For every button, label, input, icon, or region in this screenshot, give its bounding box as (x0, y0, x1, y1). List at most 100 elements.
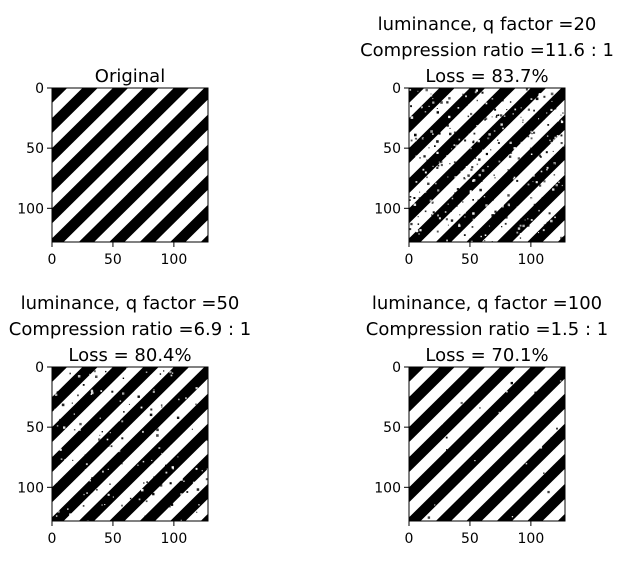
x-tick-label: 100 (161, 531, 188, 547)
noise-speck (523, 116, 526, 119)
noise-speck (561, 213, 563, 216)
noise-speck (492, 147, 494, 150)
noise-speck (522, 224, 525, 228)
noise-speck (543, 180, 546, 183)
noise-speck (517, 157, 520, 160)
noise-speck (162, 374, 164, 376)
noise-speck (559, 380, 562, 382)
noise-speck (554, 159, 557, 162)
noise-speck (473, 132, 476, 135)
noise-speck (445, 218, 448, 221)
noise-speck (457, 182, 460, 186)
noise-speck (430, 130, 433, 133)
noise-speck (72, 459, 74, 461)
noise-speck (523, 95, 526, 98)
noise-speck (202, 484, 205, 487)
noise-speck (84, 504, 87, 507)
noise-speck (95, 375, 98, 378)
noise-speck (528, 232, 531, 235)
noise-speck (112, 496, 114, 498)
noise-speck (151, 461, 154, 464)
noise-speck (542, 151, 544, 154)
noise-speck (206, 468, 208, 470)
noise-speck (530, 203, 532, 205)
noise-speck (480, 235, 482, 238)
stripe-band (409, 88, 565, 242)
stripe-band (0, 88, 6, 242)
noise-speck (90, 389, 94, 392)
noise-speck (460, 146, 462, 149)
noise-speck (445, 112, 448, 115)
noise-speck (484, 240, 486, 242)
noise-speck (472, 140, 475, 142)
noise-speck (137, 392, 139, 395)
noise-speck (449, 380, 452, 383)
noise-speck (79, 387, 82, 390)
noise-speck (409, 228, 412, 231)
noise-speck (547, 490, 550, 494)
noise-speck (497, 139, 499, 141)
noise-speck (195, 403, 197, 406)
noise-speck (449, 163, 451, 165)
stripe-band (435, 114, 565, 242)
noise-speck (106, 438, 109, 441)
noise-speck (518, 180, 521, 183)
stripe-band (52, 367, 208, 521)
noise-speck (432, 216, 435, 219)
noise-speck (126, 495, 129, 499)
noise-speck (428, 386, 431, 390)
noise-speck (494, 108, 497, 111)
noise-speck (472, 218, 475, 221)
noise-speck (463, 186, 466, 189)
noise-speck (427, 516, 431, 519)
noise-speck (128, 403, 130, 405)
subplot-title-line: Compression ratio =6.9 : 1 (9, 319, 251, 340)
noise-speck (82, 406, 85, 410)
stripe-band (262, 88, 433, 242)
noise-speck (487, 125, 490, 127)
noise-speck (543, 224, 546, 227)
noise-speck (176, 401, 179, 404)
noise-speck (61, 482, 64, 484)
stripe-band (496, 174, 565, 242)
noise-speck (195, 467, 198, 470)
stripe-band (231, 367, 402, 521)
noise-speck (436, 130, 439, 133)
noise-speck (546, 135, 549, 137)
noise-speck (467, 174, 470, 177)
noise-speck (191, 428, 193, 430)
noise-speck (523, 141, 526, 144)
subplot-title-line: luminance, q factor =20 (378, 14, 597, 35)
noise-speck (422, 168, 425, 171)
y-tick-label: 0 (35, 360, 44, 376)
stripe-band (52, 88, 129, 164)
noise-speck (427, 182, 430, 185)
noise-speck (533, 220, 535, 222)
noise-speck (413, 129, 416, 131)
stripe-band (52, 367, 68, 383)
noise-speck (418, 233, 420, 235)
noise-speck (507, 203, 510, 206)
noise-speck (175, 434, 178, 438)
noise-speck (509, 119, 512, 122)
noise-speck (485, 204, 488, 207)
noise-speck (101, 504, 103, 506)
noise-speck (498, 160, 501, 163)
noise-speck (488, 225, 490, 227)
noise-speck (146, 481, 148, 483)
noise-speck (67, 447, 70, 450)
noise-speck (152, 390, 155, 393)
noise-speck (195, 387, 198, 390)
noise-speck (464, 143, 467, 146)
y-tick-label: 50 (383, 141, 401, 157)
noise-speck (446, 234, 449, 237)
noise-speck (88, 371, 91, 374)
noise-speck (448, 97, 451, 100)
noise-speck (472, 126, 475, 129)
noise-speck (147, 440, 150, 444)
stripe-band (192, 367, 363, 521)
noise-speck (533, 131, 536, 134)
noise-speck (472, 212, 475, 215)
noise-speck (523, 190, 525, 192)
noise-speck (100, 390, 103, 392)
